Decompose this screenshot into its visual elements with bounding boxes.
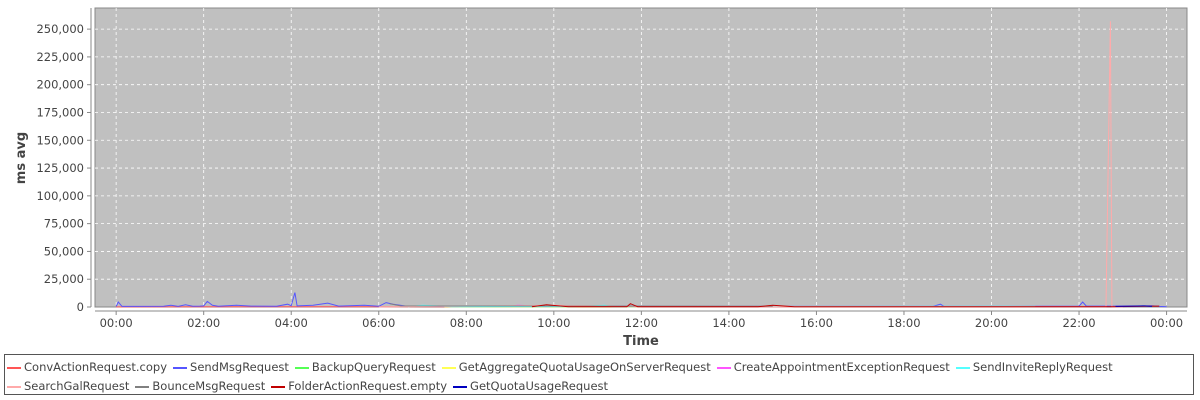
legend-item: FolderActionRequest.empty — [271, 379, 447, 393]
y-tick-label: 25,000 — [44, 272, 84, 286]
legend: ConvActionRequest.copy SendMsgRequest Back… — [4, 354, 1194, 395]
legend-swatch — [453, 385, 468, 388]
legend-item: GetAggregateQuotaUsageOnServerRequest — [441, 360, 711, 374]
series-line-getquotausagerequest — [1115, 305, 1153, 307]
legend-row: SearchGalRequest BounceMsgRequest FolderAc… — [7, 379, 614, 393]
legend-swatch — [441, 366, 456, 369]
x-tick-label: 02:00 — [187, 316, 220, 330]
x-tick-label: 04:00 — [275, 316, 308, 330]
x-tick-label: 20:00 — [975, 316, 1008, 330]
legend-item: GetQuotaUsageRequest — [453, 379, 608, 393]
x-tick-label: 00:00 — [1150, 316, 1183, 330]
y-tick-label: 50,000 — [44, 244, 84, 258]
legend-row: ConvActionRequest.copy SendMsgRequest Back… — [7, 360, 1119, 374]
legend-item: BackupQueryRequest — [294, 360, 436, 374]
y-tick-label: 75,000 — [44, 217, 84, 231]
x-tick-label: 10:00 — [537, 316, 570, 330]
y-tick-label: 250,000 — [36, 22, 84, 36]
y-tick-label: 225,000 — [36, 50, 84, 64]
legend-label: GetQuotaUsageRequest — [470, 379, 609, 393]
x-tick-label: 06:00 — [362, 316, 395, 330]
legend-swatch — [173, 366, 188, 369]
y-tick-label: 100,000 — [36, 189, 84, 203]
y-tick-label: 200,000 — [36, 78, 84, 92]
legend-label: SearchGalRequest — [24, 379, 130, 393]
series-line-folderactionrequest-empty — [531, 303, 1160, 308]
y-axis-label: ms avg — [14, 132, 29, 184]
legend-item: ConvActionRequest.copy — [7, 360, 167, 374]
legend-label: SendInviteReplyRequest — [972, 360, 1113, 374]
y-tick-label: 125,000 — [36, 161, 84, 175]
x-tick-label: 22:00 — [1062, 316, 1095, 330]
legend-item: BounceMsgRequest — [135, 379, 265, 393]
legend-swatch — [7, 366, 21, 369]
line-chart: 0 25,000 50,000 75,000 100,000 125,000 150,000… — [14, 7, 1188, 349]
y-tick-label: 150,000 — [36, 133, 84, 147]
y-axis-ticks: 0 25,000 50,000 75,000 100,000 125,000 150,000… — [36, 22, 91, 314]
legend-label: GetAggregateQuotaUsageOnServerRequest — [458, 360, 711, 374]
legend-label: ConvActionRequest.copy — [24, 360, 168, 374]
series-lines — [115, 21, 1167, 308]
legend-swatch — [955, 366, 970, 369]
x-tick-label: 00:00 — [100, 316, 133, 330]
grid — [95, 8, 1187, 307]
x-tick-label: 12:00 — [625, 316, 658, 330]
x-axis-label: Time — [623, 334, 659, 349]
x-tick-label: 14:00 — [712, 316, 745, 330]
y-tick-label: 0 — [77, 300, 84, 314]
x-tick-label: 08:00 — [450, 316, 483, 330]
x-tick-label: 16:00 — [800, 316, 833, 330]
legend-label: FolderActionRequest.empty — [288, 379, 448, 393]
legend-swatch — [271, 385, 286, 388]
legend-item: SendInviteReplyRequest — [955, 360, 1113, 374]
legend-item: SendMsgRequest — [173, 360, 289, 374]
legend-swatch — [294, 366, 309, 369]
x-axis-ticks: 00:00 02:00 04:00 06:00 08:00 10:00 12:00 14:00… — [100, 311, 1183, 330]
legend-swatch — [7, 385, 21, 388]
legend-swatch — [135, 385, 150, 388]
legend-label: BackupQueryRequest — [311, 360, 436, 374]
legend-label: CreateAppointmentExceptionRequest — [733, 360, 950, 374]
legend-item: SearchGalRequest — [7, 379, 129, 393]
x-tick-label: 18:00 — [887, 316, 920, 330]
legend-swatch — [716, 366, 731, 369]
legend-item: CreateAppointmentExceptionRequest — [716, 360, 950, 374]
y-tick-label: 175,000 — [36, 105, 84, 119]
legend-label: BounceMsgRequest — [152, 379, 266, 393]
legend-label: SendMsgRequest — [190, 360, 289, 374]
